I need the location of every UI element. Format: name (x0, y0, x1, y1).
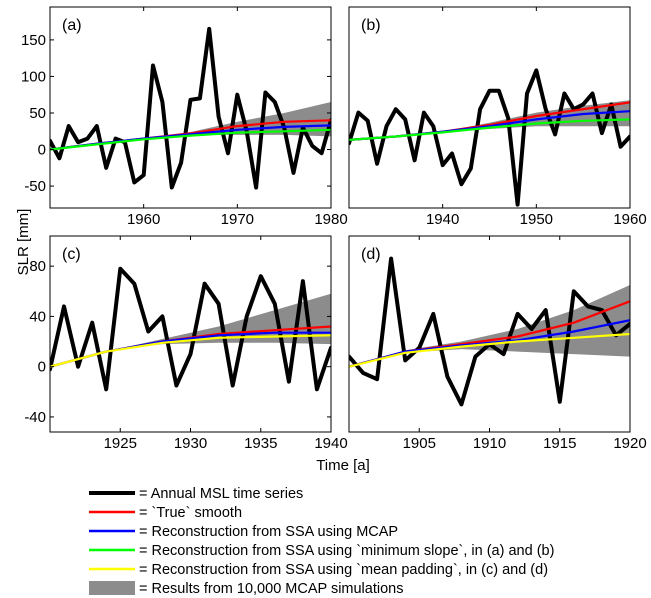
panel-2: 1925 1930 1935 1940 -40 0 40 80 (c) (24, 235, 348, 452)
y-tick-label: -50 (24, 178, 46, 195)
x-tick-label: 1940 (426, 211, 459, 228)
chart-panels: 1960 1970 1980 -50 0 50 100 150 (a) 1940 1950 1960 (… (21, 6, 647, 452)
panel-label: (d) (361, 246, 381, 263)
panel-label: (c) (62, 246, 81, 263)
x-tick-label: 1935 (244, 435, 277, 452)
y-tick-label: 0 (38, 359, 46, 376)
legend-item-min_slope: = Reconstruction from SSA using `minimum… (89, 543, 554, 559)
y-tick-label: 80 (29, 258, 46, 275)
legend-swatch-band (89, 581, 135, 595)
panel-label: (a) (62, 17, 82, 34)
msl-series-line (50, 266, 331, 392)
y-tick-label: -40 (24, 409, 46, 426)
x-tick-label: 1980 (314, 211, 347, 228)
panel-3: 1905 1910 1915 1920 (d) (348, 235, 647, 452)
x-tick-label: 1930 (174, 435, 207, 452)
y-tick-label: 50 (29, 105, 46, 122)
legend-label: = `True` smooth (139, 505, 242, 521)
mean-padding-line (50, 334, 331, 368)
legend-label: = Results from 10,000 MCAP simulations (139, 581, 403, 597)
legend-item-msl: = Annual MSL time series (89, 486, 303, 502)
x-axis-label: Time [a] (316, 457, 370, 474)
mean-padding-line (349, 332, 630, 368)
legend-label: = Reconstruction from SSA using `minimum… (139, 543, 554, 559)
legend: = Annual MSL time series = `True` smooth =… (89, 486, 554, 597)
y-axis-label: SLR [mm] (15, 209, 32, 276)
plot-frame (49, 6, 332, 209)
legend-item-true_smooth: = `True` smooth (89, 505, 242, 521)
legend-label: = Reconstruction from SSA using `mean pa… (139, 562, 548, 578)
panel-0: 1960 1970 1980 -50 0 50 100 150 (a) (21, 6, 348, 228)
legend-label: = Reconstruction from SSA using MCAP (139, 524, 398, 540)
x-tick-label: 1910 (473, 435, 506, 452)
x-tick-label: 1905 (403, 435, 436, 452)
legend-label: = Annual MSL time series (139, 486, 303, 502)
legend-item-mean_padding: = Reconstruction from SSA using `mean pa… (89, 562, 548, 578)
panel-1: 1940 1950 1960 (b) (348, 6, 647, 228)
x-tick-label: 1970 (221, 211, 254, 228)
min-slope-line (349, 118, 630, 141)
x-tick-label: 1920 (613, 435, 646, 452)
msl-series-line (349, 68, 630, 207)
min-slope-line (50, 128, 331, 151)
x-tick-label: 1960 (127, 211, 160, 228)
y-tick-label: 100 (21, 68, 46, 85)
x-tick-label: 1960 (613, 211, 646, 228)
legend-item-band: = Results from 10,000 MCAP simulations (89, 581, 403, 597)
y-tick-label: 150 (21, 32, 46, 49)
mcap-band (349, 285, 630, 367)
y-tick-label: 40 (29, 308, 46, 325)
x-tick-label: 1940 (314, 435, 347, 452)
x-tick-label: 1915 (543, 435, 576, 452)
plot-frame (348, 6, 631, 209)
x-tick-label: 1950 (520, 211, 553, 228)
panel-label: (b) (361, 17, 381, 34)
mcap-band (50, 102, 331, 150)
y-tick-label: 0 (38, 142, 46, 159)
x-tick-label: 1925 (104, 435, 137, 452)
legend-item-mcap: = Reconstruction from SSA using MCAP (89, 524, 398, 540)
